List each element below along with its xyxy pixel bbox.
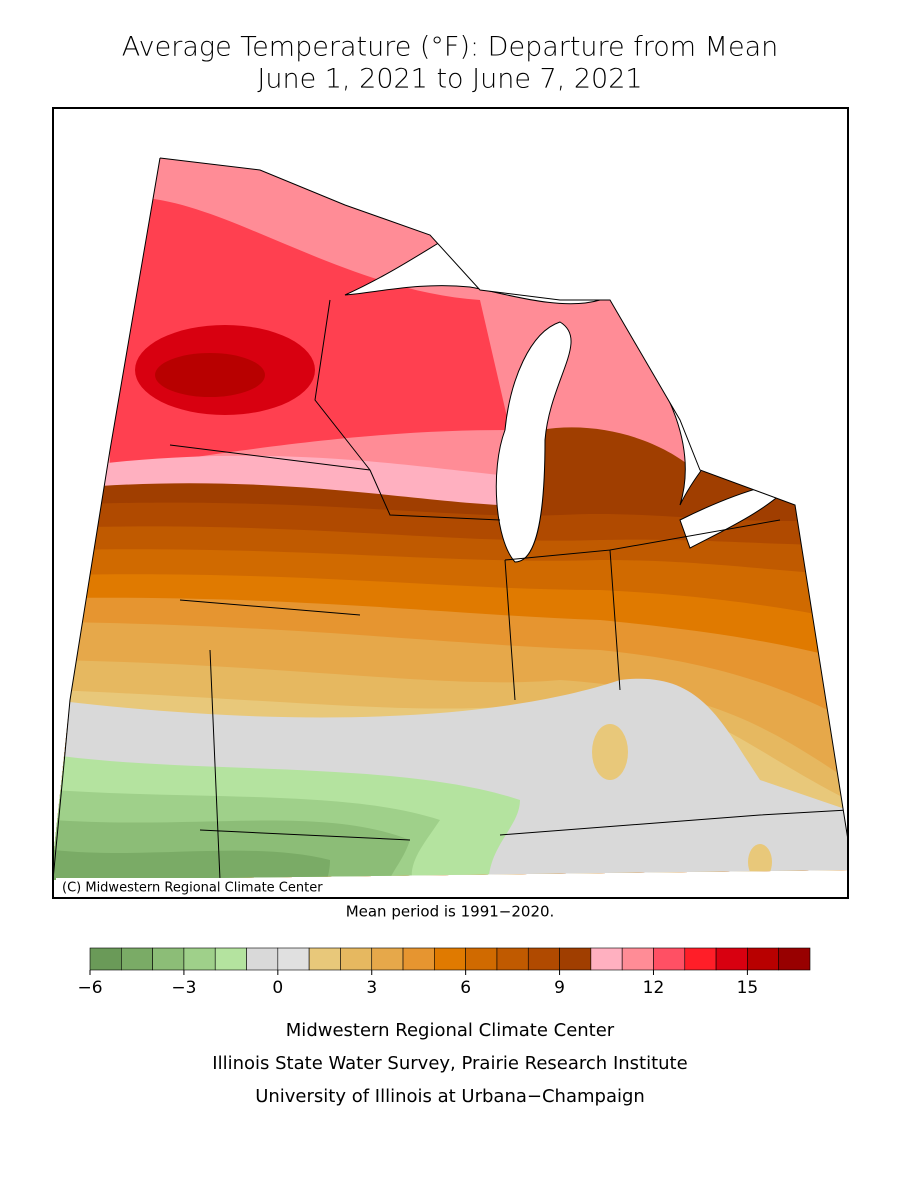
copyright-box [56, 878, 338, 897]
color-box [121, 947, 153, 971]
color-box [183, 947, 216, 971]
credit: Midwestern Regional Climate Center [286, 1020, 615, 1041]
tick-label: −6 [77, 978, 102, 998]
color-box [559, 947, 592, 971]
credit: University of Illinois at Urbana−Champai… [255, 1086, 645, 1107]
color-box [653, 947, 686, 971]
color-box [89, 947, 122, 971]
mean-period: Mean period is 1991−2020. [346, 903, 555, 921]
map-frame [52, 107, 849, 899]
color-box [434, 947, 466, 971]
color-box [340, 947, 373, 971]
tick-label: 3 [366, 978, 377, 998]
tick-label: −3 [171, 978, 196, 998]
tick-label: 9 [554, 978, 565, 998]
tick-label: 0 [272, 978, 283, 998]
title-line: June 1, 2021 to June 7, 2021 [257, 64, 642, 95]
credit: Illinois State Water Survey, Prairie Res… [212, 1053, 687, 1074]
color-box [527, 947, 560, 971]
color-box [152, 947, 185, 971]
tick-label: 12 [643, 978, 665, 998]
map [52, 157, 849, 881]
colorbar: −6 −3 0 3 6 9 12 15 [77, 947, 811, 998]
color-box [371, 947, 404, 971]
title-line: Average Temperature (°F): Departure from… [122, 32, 778, 63]
color-box [246, 947, 279, 971]
tick-label: 6 [460, 978, 471, 998]
color-box [747, 947, 779, 971]
color-box [684, 947, 717, 971]
color-box [621, 947, 654, 971]
color-box [214, 947, 247, 971]
color-box [778, 947, 811, 971]
color-box [715, 947, 748, 971]
color-box [402, 947, 435, 971]
color-box [277, 947, 310, 971]
tick-label: 15 [737, 978, 759, 998]
copyright: (C) Midwestern Regional Climate Center [62, 881, 323, 896]
color-box [496, 947, 529, 971]
color-box [465, 947, 498, 971]
color-box [590, 947, 623, 971]
color-box [308, 947, 341, 971]
